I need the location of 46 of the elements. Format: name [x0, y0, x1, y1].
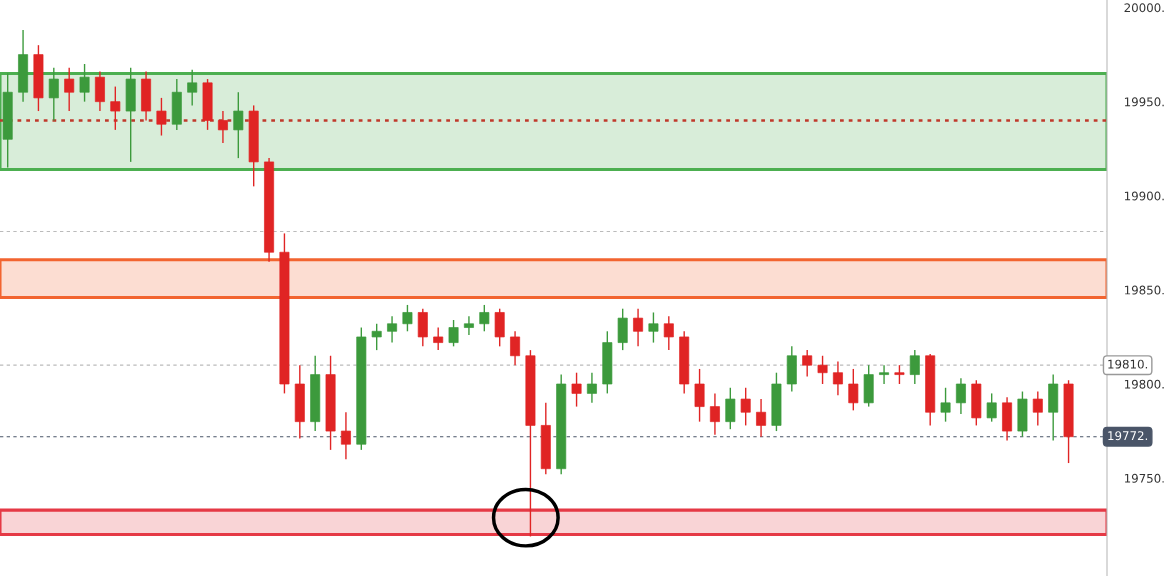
ref-line-label: 19772.: [1108, 431, 1148, 441]
candlestick: [156, 97, 167, 137]
candlestick: [402, 304, 413, 332]
y-tick-label: 19750.: [1124, 473, 1164, 483]
y-tick-label: 19800.: [1124, 379, 1164, 389]
candlestick: [448, 319, 459, 348]
candlestick: [756, 398, 767, 438]
candlestick: [694, 368, 705, 423]
candlestick: [955, 377, 966, 415]
candlestick: [1032, 390, 1043, 427]
candlestick: [371, 323, 382, 351]
candlestick: [64, 67, 75, 112]
candlestick: [740, 387, 751, 427]
y-tick-label: 19900.: [1124, 191, 1164, 201]
candlestick: [909, 349, 920, 385]
y-tick-label: 20000.: [1124, 3, 1164, 13]
ref-line-label: 19810.: [1108, 359, 1148, 369]
candlestick: [832, 360, 843, 396]
candlestick: [571, 372, 582, 408]
candlestick: [879, 364, 890, 385]
y-tick-label: 19950.: [1124, 97, 1164, 107]
candlestick: [387, 315, 398, 344]
candlestick: [48, 67, 59, 122]
candlestick: [709, 392, 720, 436]
candlestick: [802, 349, 813, 378]
candlestick: [817, 355, 828, 385]
candlestick: [633, 308, 644, 348]
candlestick: [848, 368, 859, 412]
candlestick: [233, 91, 244, 159]
candlestick: [340, 411, 351, 460]
candlestick: [110, 85, 121, 131]
candlestick: [940, 387, 951, 423]
candlestick: [433, 326, 444, 351]
candlestick: [79, 63, 90, 103]
candlestick: [586, 372, 597, 404]
candlestick: [894, 364, 905, 385]
y-tick-label: 19850.: [1124, 285, 1164, 295]
candlestick: [663, 315, 674, 351]
candlestick: [648, 311, 659, 344]
candlestick: [463, 315, 474, 336]
candlestick: [510, 330, 521, 366]
candlestick: [187, 68, 198, 107]
candlestick: [479, 304, 490, 332]
candlestick: [217, 110, 228, 144]
candlestick: [986, 392, 997, 423]
candlestick: [725, 387, 736, 430]
